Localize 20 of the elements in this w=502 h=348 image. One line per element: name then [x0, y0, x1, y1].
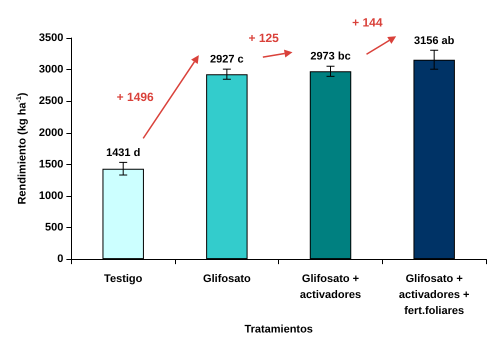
- data-label: 2973 bc: [310, 50, 351, 63]
- data-label: 2927 c: [210, 54, 244, 66]
- x-axis-title: Tratamientos: [244, 324, 313, 336]
- data-label: 3156 ab: [414, 34, 455, 47]
- y-tick-label: 2000: [38, 126, 64, 139]
- y-tick-label: 2500: [38, 95, 64, 108]
- text: + 144: [352, 15, 383, 30]
- y-tick-label: 1500: [38, 158, 64, 170]
- annotation: + 1496: [116, 90, 154, 104]
- y-tick-label: 1000: [38, 190, 64, 202]
- y-tick-label: 0: [57, 253, 64, 266]
- y-tick-label: 500: [45, 222, 64, 234]
- x-tick-label: Testigo: [104, 273, 143, 286]
- x-tick-label: Glifosato + activadores: [300, 273, 362, 302]
- data-label: 1431 d: [106, 146, 140, 159]
- y-tick-label: 3000: [38, 64, 64, 76]
- y-tick-label: 3500: [38, 32, 64, 44]
- x-tick-label: Glifosato: [203, 273, 251, 286]
- annotation: + 125: [248, 31, 280, 46]
- x-tick-label: Glifosato + activadores + fert.foliares: [398, 273, 470, 318]
